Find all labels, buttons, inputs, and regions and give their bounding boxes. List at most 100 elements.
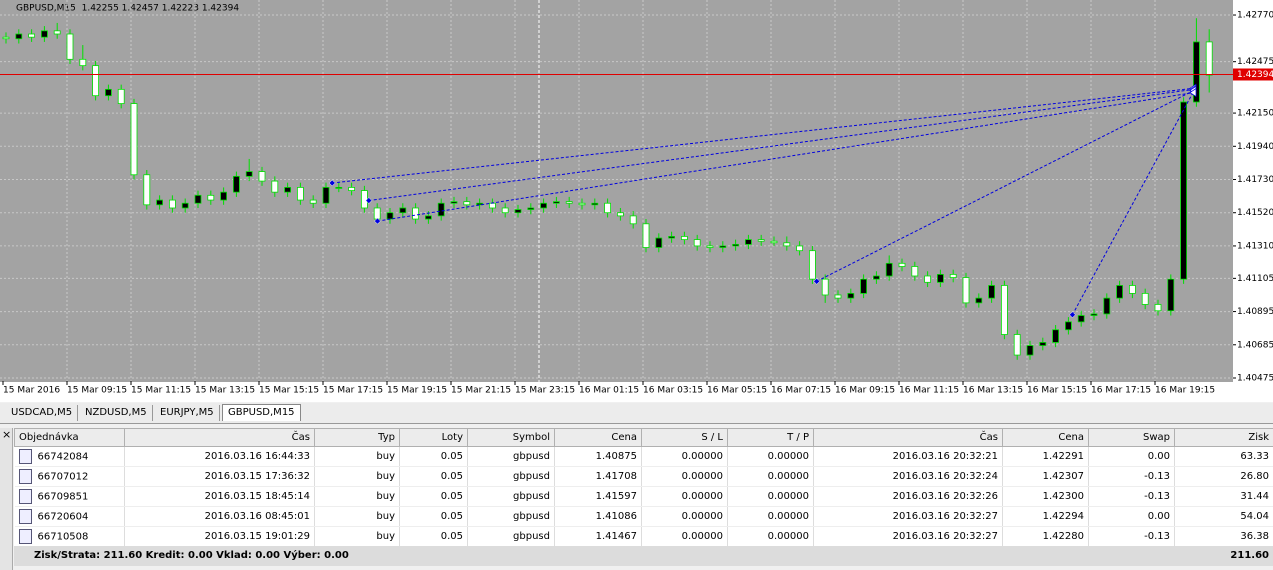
candle-body — [1090, 313, 1098, 316]
column-header[interactable]: T / P — [727, 428, 814, 447]
cell: 54.04 — [1174, 506, 1273, 527]
y-tick-label: 1.40685 — [1237, 340, 1273, 350]
candle-body — [412, 207, 420, 220]
candle-body — [988, 285, 995, 299]
cell: gbpusd — [467, 466, 555, 487]
candle-body — [1039, 342, 1047, 346]
cell-text: 2016.03.16 20:32:27 — [892, 531, 998, 542]
cell: 36.38 — [1174, 526, 1273, 547]
column-header[interactable]: Symbol — [467, 428, 555, 447]
cell: 1.42307 — [1002, 466, 1089, 487]
trade-row[interactable]: 66720604 2016.03.16 08:45:01 buy 0.05 gbpusd… — [14, 506, 1273, 527]
candle-body — [629, 215, 637, 225]
cell: 2016.03.16 08:45:01 — [124, 506, 315, 527]
candle-body — [15, 33, 23, 40]
column-header[interactable]: Loty — [399, 428, 468, 447]
chart-tab[interactable]: USDCAD,M5 — [6, 405, 79, 421]
cell-text: 2016.03.16 16:44:33 — [204, 451, 310, 462]
column-header[interactable]: Cena — [554, 428, 642, 447]
current-price-label: 1.42394 — [1237, 70, 1273, 80]
candle-body — [642, 223, 650, 248]
cell: 0.05 — [399, 526, 468, 547]
candle-body — [847, 292, 855, 299]
cell: 0.05 — [399, 446, 468, 467]
cell: -0.13 — [1088, 466, 1175, 487]
trade-row[interactable]: 66709851 2016.03.15 18:45:14 buy 0.05 gbpusd… — [14, 486, 1273, 507]
price-chart: GBPUSD,M15 1.42255 1.42457 1.42223 1.423… — [0, 0, 1273, 402]
cell-text: 66707012 — [37, 471, 89, 483]
trade-open-marker — [374, 217, 381, 225]
column-header[interactable]: Swap — [1088, 428, 1175, 447]
terminal-sidebar: × — [0, 428, 13, 570]
candle-body — [693, 239, 701, 247]
candle-body — [706, 245, 714, 248]
candle-body — [501, 207, 509, 214]
chart-tabs: USDCAD,M5 NZDUSD,M5 EURJPY,M5 GBPUSD,M15 — [0, 403, 1273, 424]
cell: buy — [314, 526, 400, 547]
candle-body — [181, 202, 189, 209]
cell: buy — [314, 466, 400, 487]
candle-body — [105, 88, 112, 97]
cell: buy — [314, 506, 400, 527]
trade-row[interactable]: 66742084 2016.03.16 16:44:33 buy 0.05 gbpusd… — [14, 446, 1273, 467]
chart-tab[interactable]: NZDUSD,M5 — [80, 405, 153, 421]
x-tick-label: 16 Mar 17:15 — [1091, 386, 1151, 396]
cell-text: 54.04 — [1240, 511, 1269, 522]
cell: 0.00000 — [727, 466, 814, 487]
close-button[interactable]: × — [2, 428, 12, 441]
cell-text: 0.00000 — [681, 531, 723, 542]
trade-row[interactable]: 66710508 2016.03.15 19:01:29 buy 0.05 gbpusd… — [14, 526, 1273, 547]
x-tick-label: 16 Mar 03:15 — [643, 386, 703, 396]
candle-body — [745, 239, 752, 245]
candle-body — [783, 242, 791, 247]
y-tick-label: 1.41310 — [1237, 241, 1273, 251]
cell-text: 0.00000 — [681, 451, 723, 462]
x-tick-label: 16 Mar 19:15 — [1155, 386, 1215, 396]
cell-text: -0.13 — [1144, 531, 1170, 542]
cell: gbpusd — [467, 506, 555, 527]
candle-body — [1052, 329, 1059, 343]
x-tick-label: 15 Mar 2016 — [3, 386, 60, 396]
column-header[interactable]: Čas — [124, 428, 315, 447]
column-header[interactable]: Objednávka — [14, 428, 125, 447]
cell-text: buy — [376, 491, 395, 502]
candle-body — [309, 199, 317, 204]
cell-text: 63.33 — [1240, 451, 1269, 462]
cell-text: 66709851 — [37, 491, 89, 503]
x-tick-label: 15 Mar 13:15 — [195, 386, 255, 396]
candle-body — [117, 88, 125, 104]
column-header[interactable]: Zisk — [1174, 428, 1273, 447]
column-header[interactable]: Čas — [813, 428, 1003, 447]
cell: 66710508 — [14, 526, 125, 547]
trade-line — [1072, 90, 1195, 315]
candle-body — [476, 202, 484, 206]
candle-body — [937, 274, 944, 283]
chart-tab[interactable]: GBPUSD,M15 — [222, 404, 301, 421]
order-icon — [18, 449, 32, 464]
y-tick-label: 1.41520 — [1237, 208, 1273, 218]
candle-body — [373, 207, 381, 220]
cell: 2016.03.16 20:32:26 — [813, 486, 1003, 507]
candle-body — [553, 201, 560, 204]
candle-body — [873, 275, 880, 280]
column-header[interactable]: Cena — [1002, 428, 1089, 447]
candle-body — [424, 215, 432, 220]
candle-body — [949, 274, 957, 278]
candle-body — [143, 174, 151, 206]
cell-text: 2016.03.16 20:32:27 — [892, 511, 998, 522]
column-header[interactable]: S / L — [641, 428, 728, 447]
x-tick-label: 16 Mar 01:15 — [579, 386, 639, 396]
cell: 0.05 — [399, 486, 468, 507]
trade-row[interactable]: 66707012 2016.03.15 17:36:32 buy 0.05 gbpusd… — [14, 466, 1273, 487]
cell: gbpusd — [467, 486, 555, 507]
x-tick-label: 15 Mar 23:15 — [515, 386, 575, 396]
cell-text: 0.00 — [1147, 451, 1170, 462]
cell-text: -0.13 — [1144, 471, 1170, 482]
x-tick-label: 15 Mar 11:15 — [131, 386, 191, 396]
cell-text: 0.05 — [440, 531, 463, 542]
chart-tab[interactable]: EURJPY,M5 — [155, 405, 220, 421]
column-header[interactable]: Typ — [314, 428, 400, 447]
cell: 0.00000 — [641, 466, 728, 487]
cell-text: 2016.03.16 20:32:21 — [892, 451, 998, 462]
candle-body — [450, 201, 458, 204]
